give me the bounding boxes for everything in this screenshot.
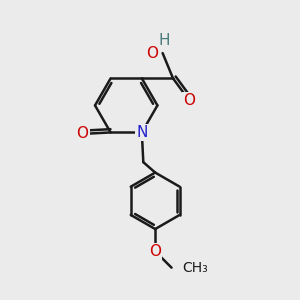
Text: H: H bbox=[158, 33, 170, 48]
Text: O: O bbox=[183, 93, 195, 108]
Text: O: O bbox=[149, 244, 161, 259]
Text: N: N bbox=[136, 125, 148, 140]
Text: CH₃: CH₃ bbox=[182, 261, 208, 275]
Text: O: O bbox=[76, 126, 88, 141]
Text: O: O bbox=[146, 46, 158, 61]
